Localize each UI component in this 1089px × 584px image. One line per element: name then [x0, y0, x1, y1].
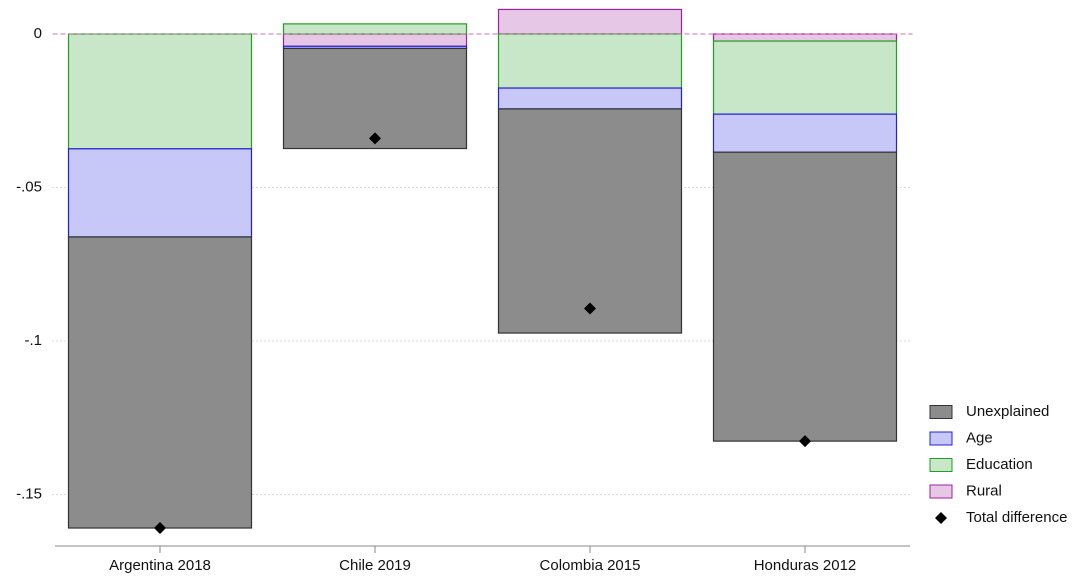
x-tick-label: Argentina 2018 — [109, 557, 211, 574]
legend-label: Unexplained — [966, 403, 1049, 420]
x-tick-label: Chile 2019 — [339, 557, 411, 574]
legend-label: Total difference — [966, 509, 1067, 526]
y-tick-label: -.15 — [16, 486, 42, 503]
bar-segment — [67, 236, 253, 529]
legend-marker — [935, 512, 947, 524]
total-marker — [154, 522, 166, 535]
total-marker — [369, 132, 381, 145]
legend-label: Education — [966, 456, 1033, 473]
y-tick-label: -.1 — [24, 332, 42, 349]
bar-segment — [282, 47, 468, 150]
bar-segment — [282, 23, 468, 35]
bar-segment — [497, 8, 683, 35]
legend-swatch — [929, 458, 953, 472]
bar-segment — [67, 148, 253, 238]
legend-swatch — [929, 405, 953, 419]
legend-swatch — [929, 431, 953, 446]
y-tick-label: -.05 — [16, 178, 42, 195]
total-marker — [584, 302, 596, 315]
y-tick-label: 0 — [34, 25, 42, 42]
bar-segment — [712, 113, 898, 153]
x-tick-label: Colombia 2015 — [540, 557, 641, 574]
bar-segment — [67, 33, 253, 150]
bar-segment — [712, 40, 898, 115]
bar-segment — [282, 33, 468, 47]
legend-label: Age — [966, 429, 993, 446]
bar-segment — [497, 33, 683, 89]
bar-segment — [497, 87, 683, 110]
bar-segment — [497, 108, 683, 334]
x-tick-label: Honduras 2012 — [754, 557, 857, 574]
legend-label: Rural — [966, 482, 1002, 499]
total-marker — [799, 435, 811, 448]
bar-segment — [712, 151, 898, 442]
legend-swatch — [929, 484, 953, 499]
bar-segment — [712, 33, 898, 42]
